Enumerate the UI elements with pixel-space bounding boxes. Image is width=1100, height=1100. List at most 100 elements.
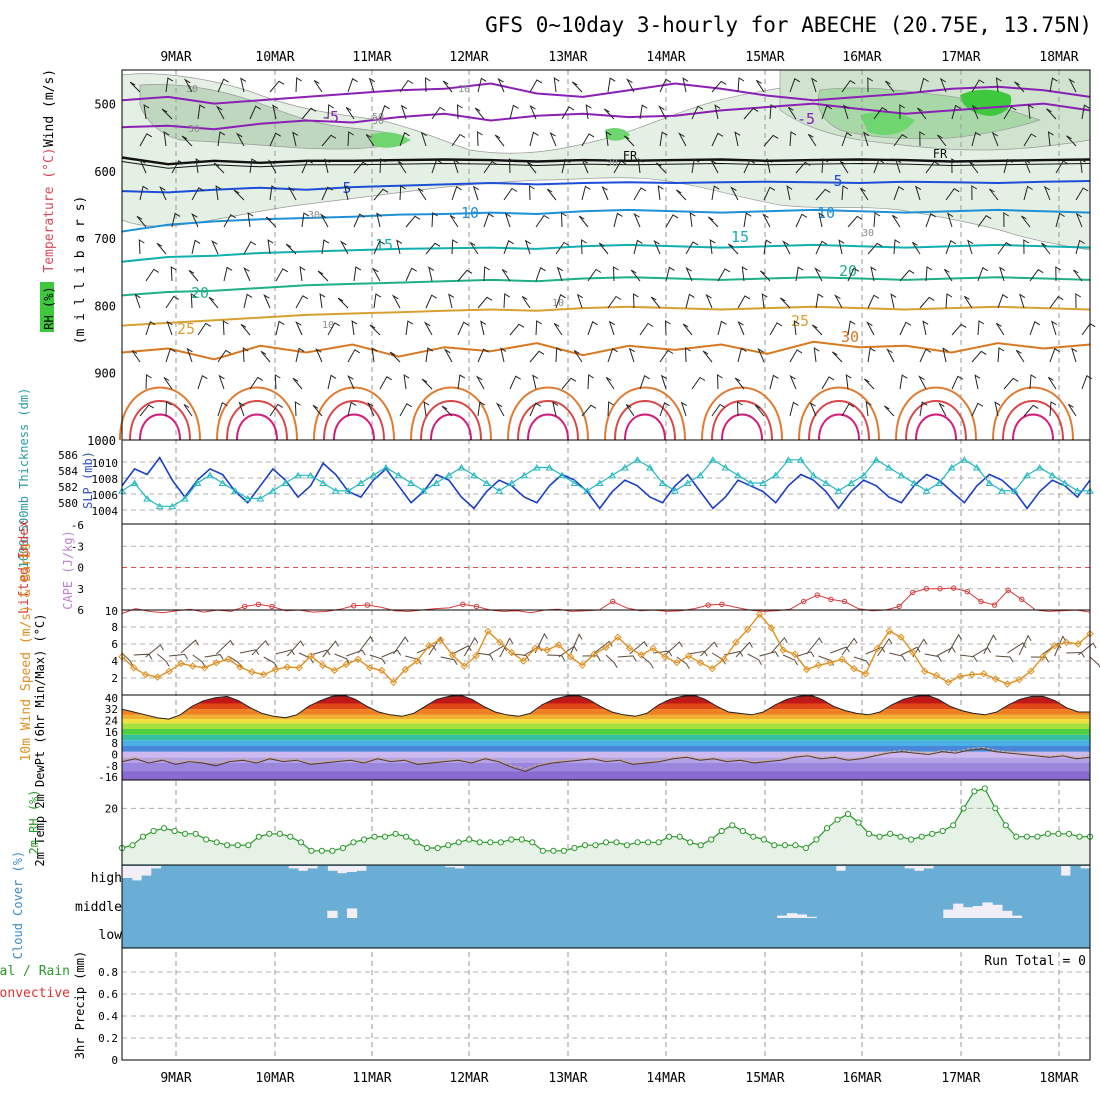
wind-barb	[524, 239, 531, 255]
rh-marker	[739, 827, 746, 835]
wind-barb	[1023, 185, 1033, 201]
wind-barb	[607, 295, 622, 309]
thickness-marker	[369, 471, 378, 479]
wind-barb	[743, 107, 759, 120]
warm-contour-loop	[139, 413, 181, 441]
li-marker	[1019, 596, 1025, 603]
wind-barb	[292, 131, 299, 147]
wind-barb	[474, 107, 485, 120]
rh-marker	[950, 822, 957, 829]
li-marker	[610, 598, 616, 605]
wind-barb	[659, 349, 674, 363]
wind-barb	[821, 105, 833, 120]
wind-barb	[761, 293, 768, 309]
wind-barb	[373, 188, 389, 201]
li-axis-title: Lifted Index	[17, 520, 32, 614]
wind-barb	[847, 320, 856, 336]
wind-barb	[191, 212, 199, 228]
high-cloud-bar	[1050, 866, 1062, 890]
wind-barb	[786, 185, 793, 201]
wind-barb	[529, 131, 539, 147]
rh-marker	[1023, 833, 1031, 840]
thickness-marker	[545, 464, 554, 471]
wind-barb	[249, 105, 261, 120]
rh-marker	[560, 847, 568, 854]
wind-barb	[737, 347, 747, 363]
wind-speed-marker	[696, 658, 705, 667]
wind-barb	[581, 185, 591, 201]
surface-wind-barb	[629, 640, 648, 655]
temp-ytick-label: 32	[105, 703, 118, 716]
surface-wind-barb	[617, 655, 637, 662]
isotherm-label: -5	[797, 110, 815, 128]
thickness-marker	[180, 495, 189, 502]
wind-barb	[919, 401, 928, 417]
isotherm-line-4	[121, 208, 1091, 233]
surface-wind-barb	[700, 641, 718, 657]
wind-barb	[1071, 347, 1078, 363]
rh-marker	[802, 844, 810, 852]
wind-speed-line	[121, 613, 1091, 685]
wind-barb	[301, 159, 313, 174]
high-cloud-bar	[376, 866, 387, 890]
thickness-marker	[947, 464, 956, 471]
rh-marker	[487, 839, 494, 846]
high-cloud-bar	[161, 866, 172, 890]
high-cloud-bar	[894, 866, 905, 890]
wind-barb	[145, 374, 152, 390]
wind-barb	[919, 77, 929, 93]
wind-barb	[379, 158, 386, 174]
wind-barb	[295, 347, 305, 363]
wind-speed-marker	[578, 661, 587, 670]
rh-high-shade	[860, 112, 915, 135]
panel-frame-7	[121, 947, 1091, 1061]
wind-barb	[399, 185, 406, 201]
wind-barb	[951, 158, 958, 174]
high-cloud-bar	[258, 866, 270, 890]
rh-marker	[971, 788, 978, 795]
rh-marker	[203, 836, 210, 843]
wind-speed-marker	[531, 644, 539, 653]
high-cloud-bar	[493, 866, 504, 890]
wind-barb	[815, 240, 828, 255]
wind-speed-marker	[401, 665, 410, 674]
wind-barb	[397, 160, 407, 174]
wind-speed-marker	[732, 638, 740, 647]
warm-contour-loop	[818, 413, 860, 441]
thickness-marker	[708, 456, 717, 463]
wind-barb	[274, 374, 281, 390]
wind-barb	[139, 185, 149, 201]
wind-barb	[971, 185, 978, 201]
wind-barb	[235, 132, 245, 147]
wind-barb	[215, 105, 225, 120]
wind-speed-marker	[248, 668, 256, 676]
surface-wind-barb	[770, 636, 788, 654]
wind-speed-marker	[271, 665, 280, 674]
upper-wind-axis-title: Wind (m/s)	[42, 69, 57, 147]
wind-barb	[841, 185, 849, 201]
warm-contour-loop	[129, 400, 191, 441]
wind-barb	[734, 131, 741, 147]
thickness-marker	[344, 487, 353, 494]
wind-barb	[665, 214, 679, 228]
high-cloud-bar	[229, 866, 240, 890]
wind-speed-marker	[1039, 653, 1047, 661]
surface-wind-barb	[582, 655, 601, 661]
wind-barb	[405, 267, 417, 282]
chart-title: GFS 0~10day 3-hourly for ABECHE (20.75E,…	[485, 13, 1092, 37]
high-cloud-bar	[718, 866, 729, 890]
wind-speed-marker	[141, 670, 150, 679]
wind-barb	[741, 266, 748, 282]
rh-marker	[518, 836, 525, 843]
rh-marker	[929, 830, 936, 837]
wind-barb	[371, 267, 381, 282]
wind-speed-marker	[224, 655, 232, 664]
middle-cloud-gap	[992, 904, 1003, 918]
wind-barb	[899, 104, 906, 120]
wind-barb	[347, 78, 358, 93]
high-cloud-bar	[806, 866, 817, 890]
wind-barb	[1003, 158, 1013, 174]
wind-barb	[736, 401, 743, 417]
wind-barb	[1079, 158, 1086, 174]
date-label-bottom: 15MAR	[745, 1071, 784, 1086]
